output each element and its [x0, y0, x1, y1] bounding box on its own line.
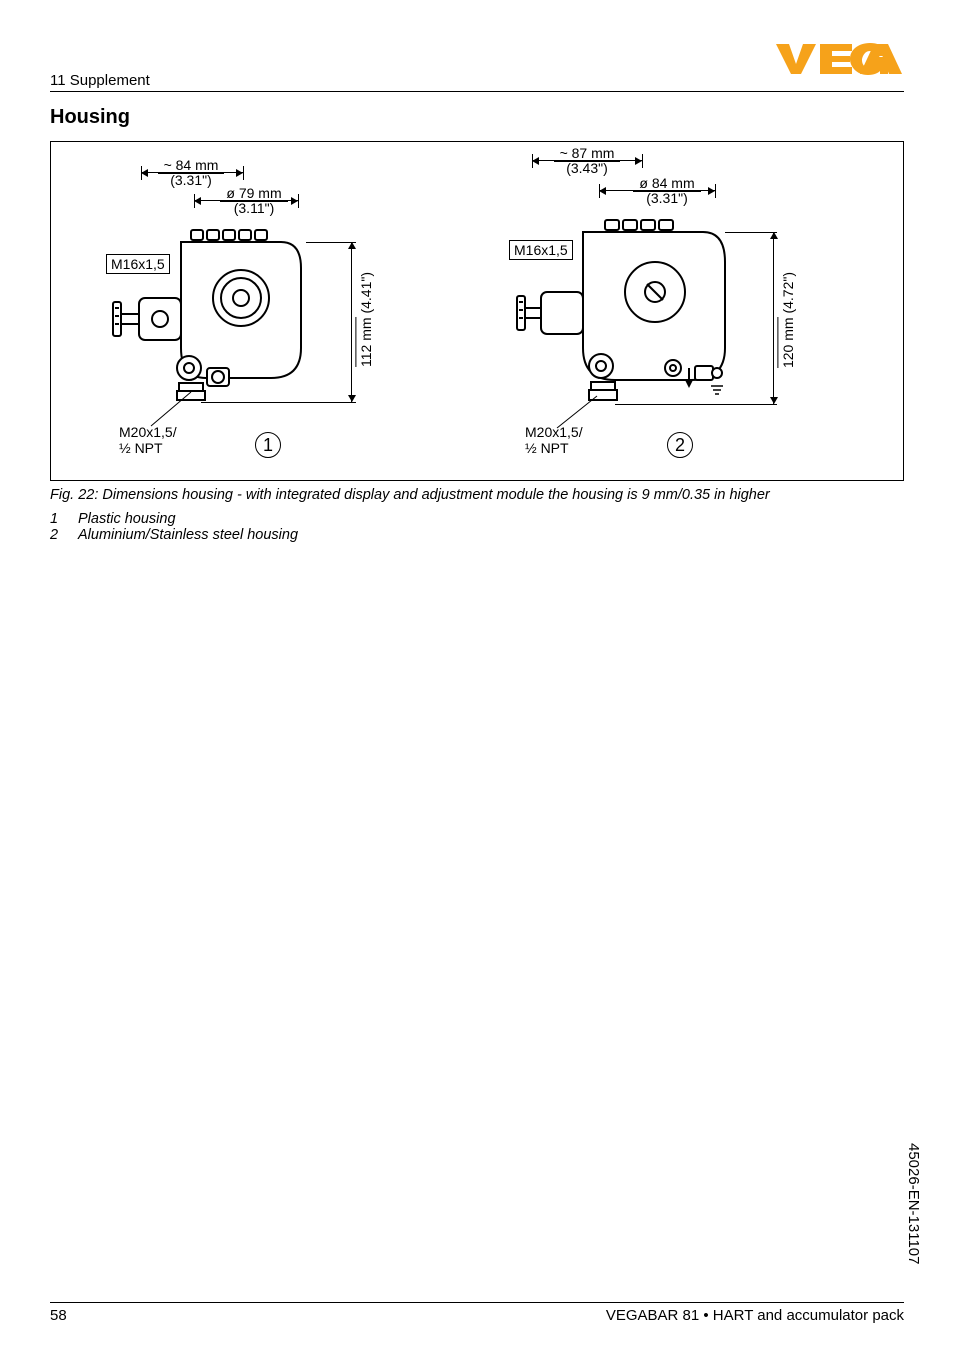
page-header: 11 Supplement [50, 50, 904, 92]
figure-box: ~ 84 mm (3.31") ø 79 mm (3.11") M16x1,5 [50, 141, 904, 481]
dim-height-in-r: (4.72") [780, 272, 796, 314]
callout-1: 1 [255, 432, 281, 458]
dim-width-right: ~ 87 mm (3.43") [522, 146, 652, 177]
dim-height-left: 112 mm (4.41") [359, 272, 374, 367]
dim-height-right: 120 mm (4.72") [781, 272, 796, 368]
product-name: VEGABAR 81 • HART and accumulator pack [606, 1307, 904, 1324]
dim-height-mm: 112 mm [355, 317, 374, 367]
panel-metal-housing: ~ 87 mm (3.43") ø 84 mm (3.31") M16x1,5 [477, 142, 903, 480]
figure-caption: Fig. 22: Dimensions housing - with integ… [50, 487, 904, 503]
dim-dia-in-r: (3.31") [646, 190, 688, 206]
legend-row-1: 1 Plastic housing [50, 511, 904, 527]
page-footer: 58 VEGABAR 81 • HART and accumulator pac… [50, 1302, 904, 1324]
dim-dia-in: (3.11") [234, 200, 275, 216]
panel-plastic-housing: ~ 84 mm (3.31") ø 79 mm (3.11") M16x1,5 [51, 142, 477, 480]
dim-height-in: (4.41") [358, 272, 374, 314]
document-id: 45026-EN-131107 [905, 1143, 922, 1264]
page-number: 58 [50, 1307, 67, 1324]
section-title: Housing [50, 106, 904, 129]
dim-width-in-r: (3.43") [566, 160, 608, 176]
figure-legend: 1 Plastic housing 2 Aluminium/Stainless … [50, 511, 904, 543]
vega-logo [774, 42, 904, 81]
legend-row-2: 2 Aluminium/Stainless steel housing [50, 527, 904, 543]
dim-height-mm-r: 120 mm [777, 317, 796, 368]
callout-2: 2 [667, 432, 693, 458]
supplement-label: 11 Supplement [50, 72, 150, 89]
